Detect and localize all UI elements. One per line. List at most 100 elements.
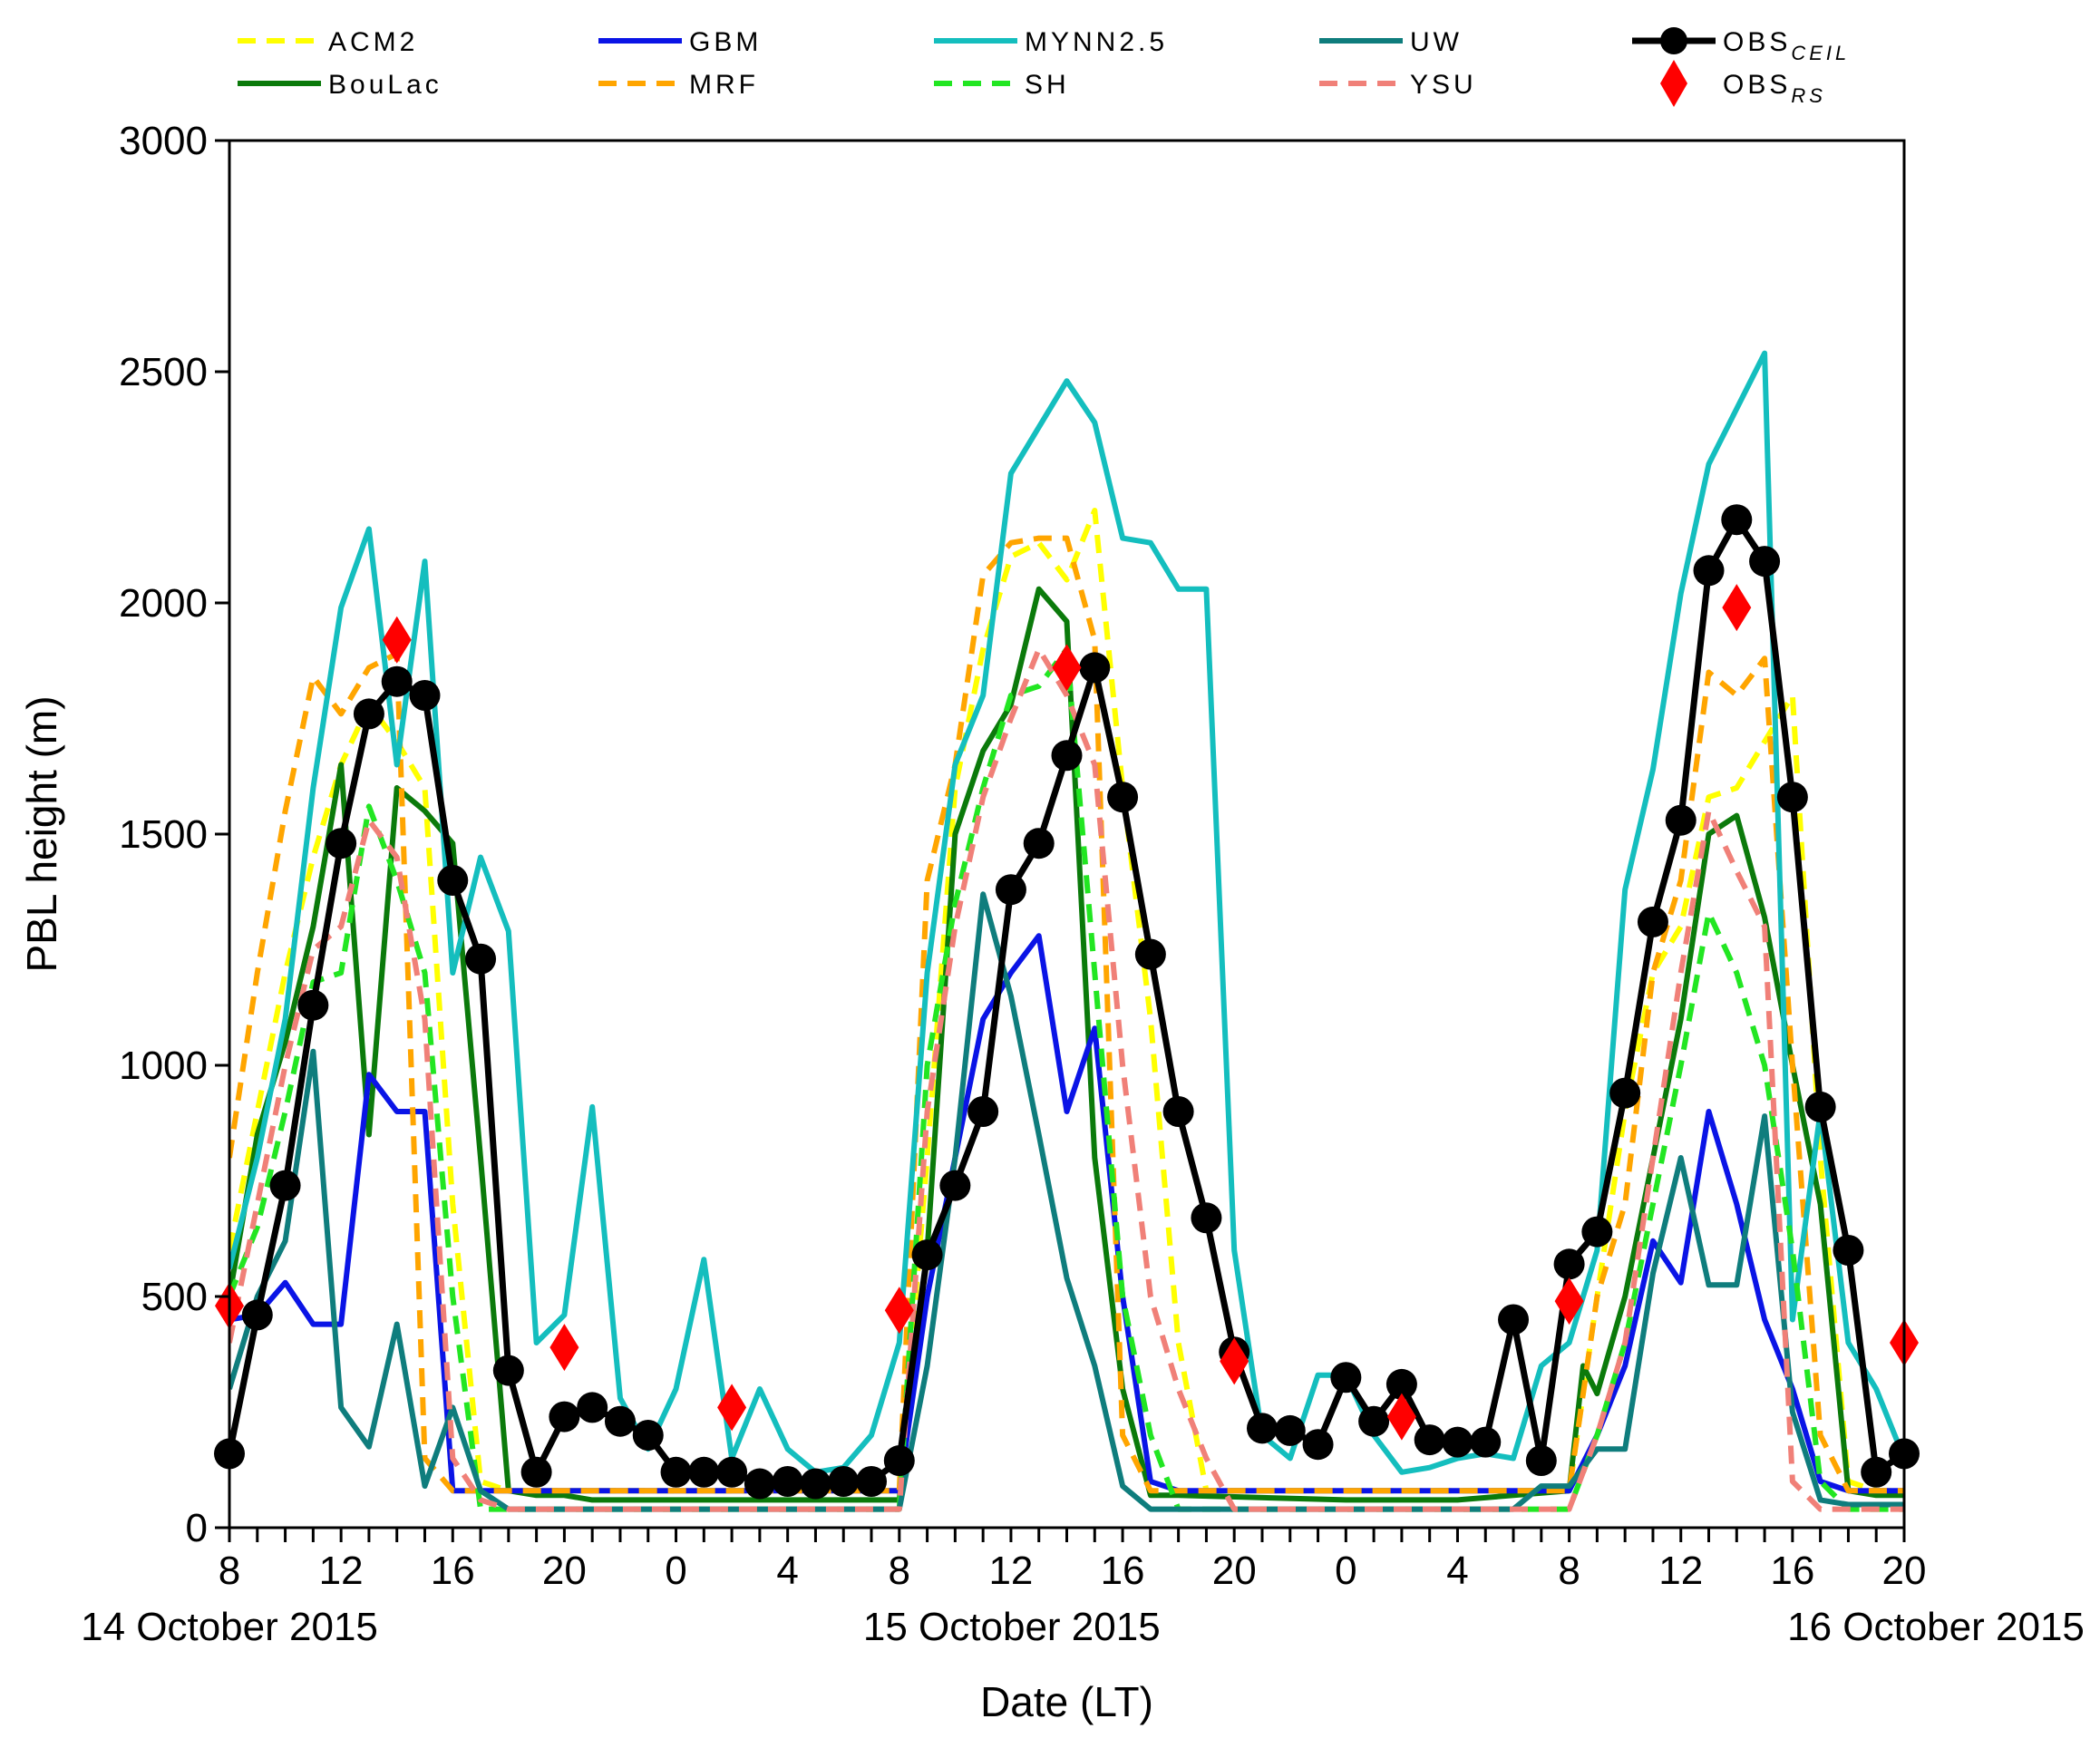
x-tick-label: 16 <box>1101 1549 1145 1593</box>
obs-ceil-point <box>241 1299 273 1331</box>
series-line-uw <box>229 891 1904 1512</box>
legend-marker-obs-ceil <box>1660 27 1687 54</box>
obs-ceil-point <box>800 1468 831 1500</box>
series-line-gbm <box>229 933 1904 1494</box>
plot-area <box>214 350 1920 1512</box>
obs-ceil-point <box>297 989 329 1021</box>
obs-ceil-point <box>716 1456 748 1488</box>
obs-ceil-point <box>911 1239 943 1271</box>
obs-ceil-point <box>437 865 469 896</box>
obs-ceil-point <box>1246 1413 1278 1444</box>
obs-ceil-point <box>1079 652 1111 684</box>
date-label: 14 October 2015 <box>81 1605 378 1649</box>
obs-ceil-point <box>1665 804 1697 836</box>
obs-ceil-point <box>326 828 357 859</box>
obs-ceil-point <box>1442 1426 1473 1458</box>
x-tick-label: 16 <box>431 1549 475 1593</box>
obs-ceil-point <box>967 1096 999 1127</box>
legend-label: MRF <box>689 70 759 100</box>
date-label: 15 October 2015 <box>863 1605 1161 1649</box>
obs-ceil-point <box>465 943 497 975</box>
obs-ceil-point <box>1162 1096 1194 1127</box>
obs-ceil-point <box>1804 1091 1836 1122</box>
date-label: 16 October 2015 <box>1787 1605 2085 1649</box>
x-axis-title: Date (LT) <box>980 1678 1153 1725</box>
obs-ceil-point <box>520 1456 552 1488</box>
plot-frame <box>228 139 1906 1530</box>
obs-ceil-point <box>883 1445 915 1477</box>
obs-rs-point <box>1722 584 1752 632</box>
y-tick-label: 1000 <box>119 1044 208 1088</box>
obs-ceil-point <box>744 1468 775 1500</box>
obs-ceil-point <box>1637 906 1668 937</box>
legend: ACM2 BouLac GBM MRF MYNN2.5 SH UW YSU OBSCEIL OBS… <box>238 27 1846 107</box>
obs-ceil-point <box>688 1456 720 1488</box>
series-line-mynn25 <box>229 350 1904 1475</box>
legend-label: BouLac <box>328 70 442 100</box>
obs-ceil-point <box>1721 504 1753 536</box>
legend-subscript: RS <box>1791 84 1826 107</box>
obs-ceil-point <box>995 874 1026 906</box>
y-tick-label: 2500 <box>119 350 208 394</box>
obs-ceil-point <box>1414 1424 1445 1456</box>
obs-ceil-point <box>1693 555 1725 587</box>
obs-ceil-point <box>1134 938 1166 970</box>
obs-ceil-point <box>660 1456 692 1488</box>
axes: 0 500 1000 1500 2000 2500 3000 8 12 16 20 0 4 8 12 16 20… <box>81 119 2085 1649</box>
obs-ceil-point <box>1330 1362 1362 1394</box>
series-line-acm2 <box>229 508 1904 1494</box>
obs-ceil-point <box>1385 1368 1417 1400</box>
obs-rs-point <box>884 1287 914 1335</box>
obs-ceil-point <box>1833 1235 1864 1266</box>
legend-label: UW <box>1410 27 1463 57</box>
obs-ceil-point <box>269 1170 301 1201</box>
obs-ceil-point <box>632 1420 664 1451</box>
legend-label: ACM2 <box>328 27 418 57</box>
obs-rs-point <box>549 1324 579 1372</box>
obs-rs-point <box>1386 1393 1416 1441</box>
obs-ceil-point <box>1302 1429 1334 1461</box>
legend-marker-obs-rs <box>1660 60 1687 107</box>
obs-ceil-point <box>1051 740 1083 772</box>
x-tick-label: 8 <box>219 1549 240 1593</box>
obs-ceil-point <box>1581 1216 1613 1248</box>
y-tick-label: 1500 <box>119 812 208 857</box>
legend-label: GBM <box>689 27 762 57</box>
obs-ceil-point <box>1107 782 1139 813</box>
obs-rs-point <box>1554 1277 1584 1326</box>
obs-rs-point <box>717 1384 747 1432</box>
obs-ceil-point <box>353 698 384 730</box>
x-tick-label: 20 <box>1882 1549 1927 1593</box>
legend-label: YSU <box>1410 70 1477 100</box>
x-tick-label: 12 <box>988 1549 1033 1593</box>
y-axis-title: PBL height (m) <box>18 695 65 972</box>
x-tick-label: 0 <box>1335 1549 1356 1593</box>
x-tick-label: 0 <box>665 1549 686 1593</box>
series-line-ysu <box>229 646 1904 1512</box>
obs-rs-point <box>1220 1337 1249 1385</box>
obs-ceil-point <box>1609 1077 1641 1109</box>
x-tick-label: 20 <box>542 1549 587 1593</box>
legend-label-obs-rs: OBSRS <box>1723 70 1826 107</box>
x-tick-label: 8 <box>889 1549 910 1593</box>
y-tick-label: 2000 <box>119 581 208 626</box>
obs-ceil-point <box>1274 1414 1306 1446</box>
y-tick-label: 0 <box>186 1506 208 1550</box>
obs-ceil-point <box>856 1466 888 1497</box>
obs-ceil-point <box>1023 828 1055 859</box>
x-tick-label: 4 <box>1446 1549 1468 1593</box>
obs-ceil-point <box>1358 1405 1390 1437</box>
x-tick-label: 12 <box>319 1549 364 1593</box>
obs-ceil-point <box>1191 1202 1222 1234</box>
obs-ceil-point <box>828 1466 860 1497</box>
obs-ceil-point <box>549 1401 580 1432</box>
obs-ceil-point <box>772 1466 803 1497</box>
obs-ceil-point <box>604 1405 636 1437</box>
x-tick-label: 16 <box>1770 1549 1814 1593</box>
y-tick-label: 3000 <box>119 119 208 163</box>
legend-label: SH <box>1025 70 1070 100</box>
obs-ceil-point <box>1553 1248 1585 1280</box>
obs-ceil-point <box>577 1392 608 1423</box>
y-tick-label: 500 <box>141 1275 208 1319</box>
